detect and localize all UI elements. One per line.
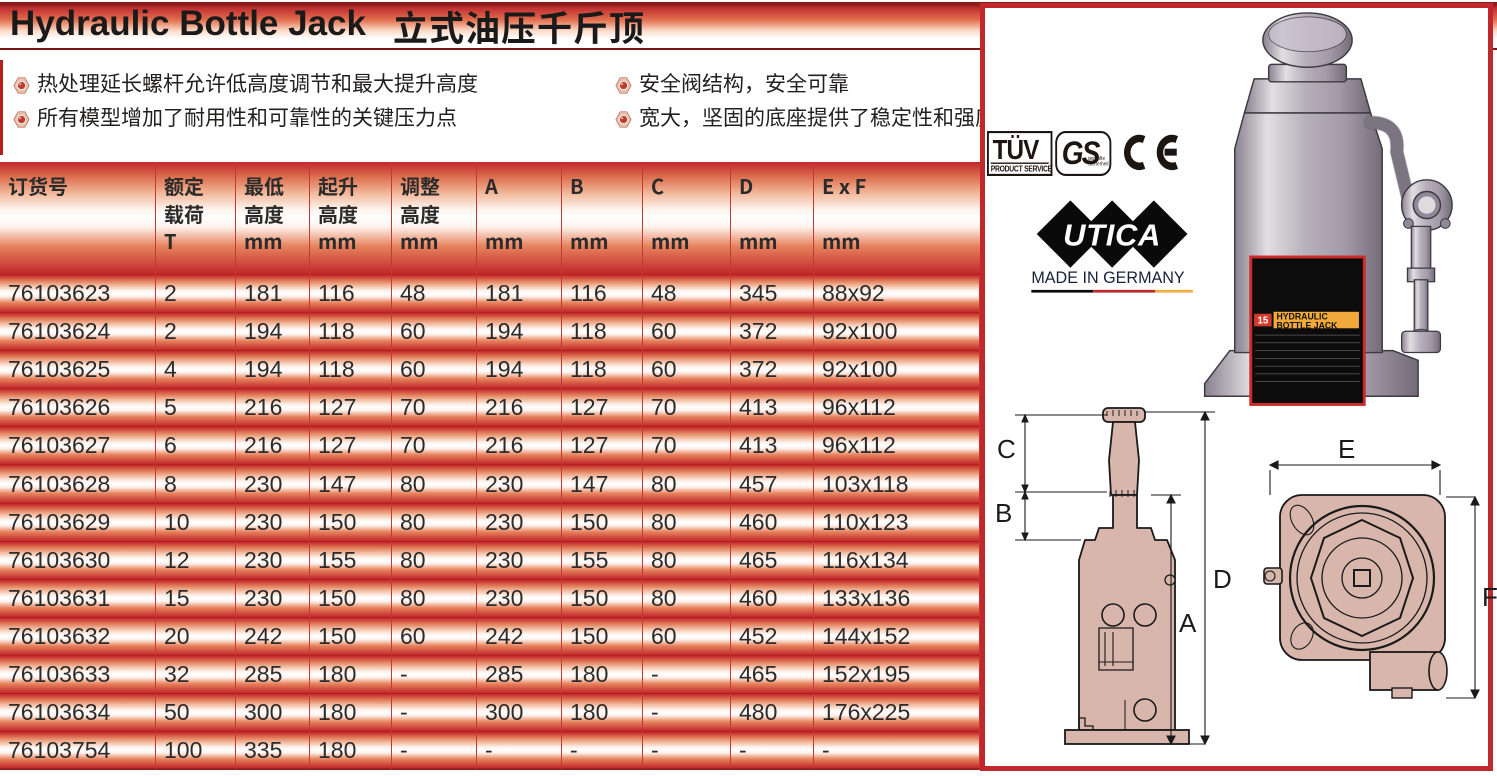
svg-text:F: F xyxy=(1482,582,1497,612)
svg-text:15: 15 xyxy=(1257,315,1268,326)
svg-text:A: A xyxy=(1179,608,1197,638)
svg-text:TÜV: TÜV xyxy=(993,133,1040,165)
svg-text:E: E xyxy=(1338,434,1355,464)
svg-text:PRODUCT SERVICE: PRODUCT SERVICE xyxy=(991,164,1053,174)
svg-text:B: B xyxy=(995,498,1012,528)
svg-text:C: C xyxy=(997,434,1016,464)
svg-text:UTICA: UTICA xyxy=(1063,217,1161,252)
svg-text:MADE IN GERMANY: MADE IN GERMANY xyxy=(1031,269,1185,287)
svg-text:Sicherheit: Sicherheit xyxy=(1088,161,1109,167)
svg-text:D: D xyxy=(1213,564,1232,594)
svg-text:BOTTLE JACK: BOTTLE JACK xyxy=(1276,320,1338,330)
